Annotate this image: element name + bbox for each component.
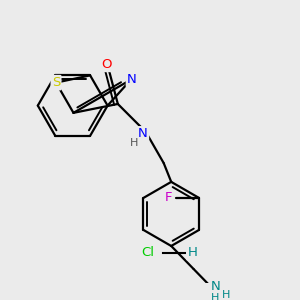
Text: S: S: [52, 76, 60, 89]
Text: H: H: [211, 293, 219, 300]
Text: O: O: [101, 58, 112, 71]
Text: N: N: [138, 127, 148, 140]
Text: N: N: [127, 73, 137, 86]
Text: H: H: [130, 138, 139, 148]
Text: F: F: [165, 191, 172, 204]
Text: H: H: [188, 246, 197, 259]
Text: N: N: [210, 280, 220, 293]
Text: Cl: Cl: [142, 246, 154, 259]
Text: H: H: [222, 290, 231, 300]
